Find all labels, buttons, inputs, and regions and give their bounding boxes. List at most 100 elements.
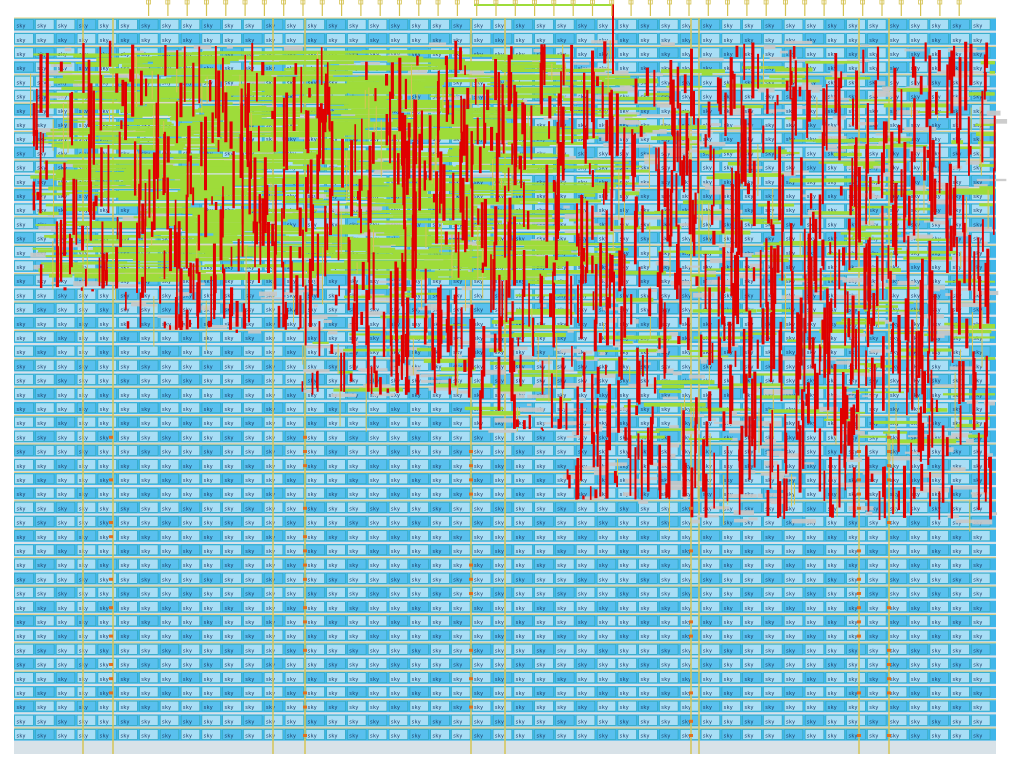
cell-label: sky <box>848 663 857 669</box>
cell-label: sky <box>328 364 337 370</box>
cell-label: sky <box>619 648 628 654</box>
standard-cell <box>867 19 887 30</box>
cell-label: sky <box>287 734 296 740</box>
cell-label: sky <box>765 38 774 44</box>
standard-cell <box>389 19 408 30</box>
cell-label: sky <box>619 38 628 44</box>
cell-label: sky <box>619 393 628 399</box>
cell-label: sky <box>224 549 233 555</box>
cell-label: sky <box>16 52 25 58</box>
cell-label: sky <box>391 464 400 470</box>
cell-label: sky <box>411 464 420 470</box>
cell-label: sky <box>266 80 275 86</box>
cell-label: sky <box>245 620 254 626</box>
cell-label: sky <box>557 549 566 555</box>
cell-label: sky <box>827 151 836 157</box>
cell-label: sky <box>99 208 108 214</box>
cell-label: sky <box>266 322 275 328</box>
cell-label: sky <box>536 435 545 441</box>
cell-label: sky <box>224 350 233 356</box>
cell-label: sky <box>183 549 192 555</box>
cell-label: sky <box>16 592 25 598</box>
cell-label: sky <box>224 464 233 470</box>
cell-label: sky <box>640 691 649 697</box>
standard-cell <box>638 33 658 44</box>
routing-segment-grey <box>698 57 724 61</box>
cell-label: sky <box>37 166 46 172</box>
cell-label: sky <box>349 549 358 555</box>
cell-label: sky <box>453 38 462 44</box>
cell-label: sky <box>931 151 940 157</box>
cell-label: sky <box>723 577 732 583</box>
cell-label: sky <box>640 109 649 115</box>
cell-label: sky <box>453 464 462 470</box>
cell-label: sky <box>869 549 878 555</box>
cell-label: sky <box>328 734 337 740</box>
cell-label: sky <box>266 265 275 271</box>
cell-label: sky <box>703 194 712 200</box>
routing-segment-grey <box>543 117 569 120</box>
power-rail <box>14 415 996 417</box>
cell-label: sky <box>890 265 899 271</box>
cell-label: sky <box>765 663 774 669</box>
cell-label: sky <box>474 549 483 555</box>
cell-label: sky <box>557 464 566 470</box>
cell-label: sky <box>183 606 192 612</box>
cell-label: sky <box>578 705 587 711</box>
cell-label: sky <box>120 350 129 356</box>
cell-label: sky <box>640 137 649 143</box>
cell-label: sky <box>245 265 254 271</box>
cell-label: sky <box>848 563 857 569</box>
cell-label: sky <box>869 577 878 583</box>
cell-label: sky <box>349 492 358 498</box>
cell-label: sky <box>411 648 420 654</box>
cell-label: sky <box>328 293 337 299</box>
cell-label: sky <box>37 535 46 541</box>
cell-label: sky <box>515 492 524 498</box>
cell-label: sky <box>349 435 358 441</box>
cell-label: sky <box>869 535 878 541</box>
cell-label: sky <box>245 393 254 399</box>
standard-cell <box>35 19 55 30</box>
cell-label: sky <box>432 620 441 626</box>
cell-label: sky <box>619 691 628 697</box>
cell-label: sky <box>307 492 316 498</box>
cell-label: sky <box>703 563 712 569</box>
cell-label: sky <box>287 350 296 356</box>
standard-cell <box>534 19 554 30</box>
cell-label: sky <box>411 563 420 569</box>
cell-label: sky <box>16 620 25 626</box>
cell-label: sky <box>786 606 795 612</box>
cell-label: sky <box>619 705 628 711</box>
cell-label: sky <box>557 634 566 640</box>
cell-label: sky <box>370 38 379 44</box>
cell-label: sky <box>120 237 129 243</box>
cell-label: sky <box>162 734 171 740</box>
cell-label: sky <box>411 549 420 555</box>
routing-segment-grey <box>628 383 655 388</box>
cell-label: sky <box>703 549 712 555</box>
cell-label: sky <box>619 634 628 640</box>
standard-cell <box>805 33 824 44</box>
cell-label: sky <box>744 80 753 86</box>
cell-label: sky <box>391 648 400 654</box>
cell-label: sky <box>765 322 774 328</box>
standard-cell <box>118 346 138 357</box>
cell-label: sky <box>869 95 878 101</box>
cell-label: sky <box>58 151 67 157</box>
cell-label: sky <box>786 535 795 541</box>
cell-label: sky <box>952 535 961 541</box>
cell-label: sky <box>162 364 171 370</box>
cell-label: sky <box>141 691 150 697</box>
standard-cell <box>472 19 491 30</box>
cell-label: sky <box>890 648 899 654</box>
cell-label: sky <box>515 322 524 328</box>
cell-label: sky <box>786 705 795 711</box>
cell-label: sky <box>203 592 212 598</box>
cell-label: sky <box>973 464 982 470</box>
cell-label: sky <box>890 279 899 285</box>
cell-label: sky <box>661 24 670 30</box>
cell-label: sky <box>99 663 108 669</box>
cell-label: sky <box>58 237 67 243</box>
